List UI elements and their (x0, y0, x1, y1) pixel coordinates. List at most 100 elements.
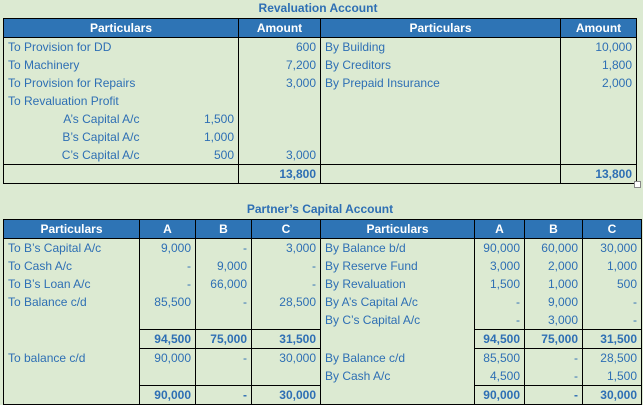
credit-label: By A’s Capital A/c (320, 293, 475, 311)
header-amount-right: Amount (560, 18, 638, 38)
total2-left-a: 90,000 (139, 385, 196, 405)
debit-amount: 600 (238, 37, 321, 56)
total-label (320, 164, 561, 184)
debit-b: - (195, 238, 252, 257)
credit-amount: 2,000 (560, 74, 638, 92)
credit-b: 60,000 (524, 238, 583, 257)
debit-label (3, 367, 140, 386)
total-label (3, 385, 140, 405)
credit-label: By Prepaid Insurance (320, 74, 561, 92)
total2-right-b: - (524, 385, 583, 405)
credit-amount: 1,800 (560, 56, 638, 74)
credit-c: - (582, 311, 642, 330)
capital-header-row: Particulars A B C Particulars A B C (3, 219, 642, 239)
debit-label: To B’s Loan A/c (3, 275, 140, 293)
table-row: To Provision for DD 600 By Building 10,0… (2, 37, 638, 56)
header-a-right: A (474, 219, 525, 239)
total2-right-a: 90,000 (474, 385, 525, 405)
credit-label (320, 92, 561, 110)
header-particulars-right: Particulars (320, 18, 562, 38)
debit-b: - (195, 348, 252, 367)
credit-label (320, 146, 561, 165)
table-row: C’s Capital A/c 500 3,000 (3, 146, 638, 165)
debit-label: To Cash A/c (3, 257, 140, 275)
debit-label: To Provision for Repairs (2, 74, 239, 92)
debit-a (139, 367, 196, 386)
profit-share-label: B’s Capital A/c (3, 128, 144, 146)
table-row: To Revaluation Profit (2, 92, 638, 110)
header-particulars-left: Particulars (2, 18, 240, 38)
debit-amount (238, 128, 321, 146)
total2-right-c: 30,000 (582, 385, 642, 405)
credit-c: 28,500 (582, 348, 642, 367)
credit-c: 500 (582, 275, 642, 293)
table-row: To Cash A/c - 9,000 - By Reserve Fund 3,… (3, 257, 642, 275)
debit-label: To B’s Capital A/c (3, 238, 140, 257)
debit-c: - (251, 275, 321, 293)
debit-c (251, 311, 321, 330)
revaluation-account-table: Particulars Amount Particulars Amount To… (2, 18, 638, 184)
credit-b: 2,000 (524, 257, 583, 275)
credit-b: - (524, 348, 583, 367)
revaluation-header-row: Particulars Amount Particulars Amount (2, 18, 638, 38)
credit-c: 1,000 (582, 257, 642, 275)
debit-label: To Revaluation Profit (2, 92, 239, 110)
table-row: By Cash A/c 4,500 - 1,500 (3, 367, 642, 386)
debit-c: 3,000 (251, 238, 321, 257)
credit-label: By Reserve Fund (320, 257, 475, 275)
credit-label: By Cash A/c (320, 367, 475, 386)
profit-share-label: C’s Capital A/c (3, 146, 144, 165)
debit-c: - (251, 257, 321, 275)
total1-right-c: 31,500 (582, 329, 642, 349)
debit-b: 9,000 (195, 257, 252, 275)
header-c-left: C (251, 219, 321, 239)
total-right: 13,800 (560, 164, 638, 184)
debit-label: To balance c/d (3, 348, 140, 367)
header-particulars-left: Particulars (3, 219, 140, 239)
total1-right-a: 94,500 (474, 329, 525, 349)
header-b-left: B (195, 219, 252, 239)
debit-c: 30,000 (251, 348, 321, 367)
credit-a: 1,500 (474, 275, 525, 293)
credit-a: - (474, 293, 525, 311)
debit-c: 28,500 (251, 293, 321, 311)
debit-b (195, 367, 252, 386)
total-label (2, 164, 239, 184)
credit-label (320, 110, 561, 128)
debit-a: - (139, 275, 196, 293)
debit-a: 85,500 (139, 293, 196, 311)
credit-c: - (582, 293, 642, 311)
credit-b: - (524, 367, 583, 386)
credit-amount: 10,000 (560, 37, 638, 56)
total-left: 13,800 (238, 164, 321, 184)
resize-handle-icon[interactable] (634, 181, 641, 188)
header-b-right: B (524, 219, 583, 239)
credit-a: 4,500 (474, 367, 525, 386)
credit-label: By Building (320, 37, 561, 56)
table-row: To B’s Capital A/c 9,000 - 3,000 By Bala… (3, 238, 642, 257)
table-row: To Balance c/d 85,500 - 28,500 By A’s Ca… (3, 293, 642, 311)
debit-amount: 3,000 (238, 146, 321, 165)
debit-label (3, 311, 140, 330)
debit-c (251, 367, 321, 386)
profit-share-label: A’s Capital A/c (3, 110, 144, 128)
credit-c: 30,000 (582, 238, 642, 257)
header-a-left: A (139, 219, 196, 239)
table-row: By C’s Capital A/c - 3,000 - (3, 311, 642, 330)
debit-label: To Balance c/d (3, 293, 140, 311)
total-label (3, 329, 140, 349)
debit-a: 9,000 (139, 238, 196, 257)
total1-left-b: 75,000 (195, 329, 252, 349)
credit-a: 90,000 (474, 238, 525, 257)
header-amount-left: Amount (238, 18, 322, 38)
header-c-right: C (582, 219, 642, 239)
debit-a: 90,000 (139, 348, 196, 367)
debit-amount (238, 92, 321, 110)
credit-a: 3,000 (474, 257, 525, 275)
table-row: To Machinery 7,200 By Creditors 1,800 (2, 56, 638, 74)
total-label (320, 385, 475, 405)
profit-share-value: 1,000 (203, 130, 235, 144)
credit-label: By Creditors (320, 56, 561, 74)
credit-label: By Balance b/d (320, 238, 475, 257)
credit-a: - (474, 311, 525, 330)
